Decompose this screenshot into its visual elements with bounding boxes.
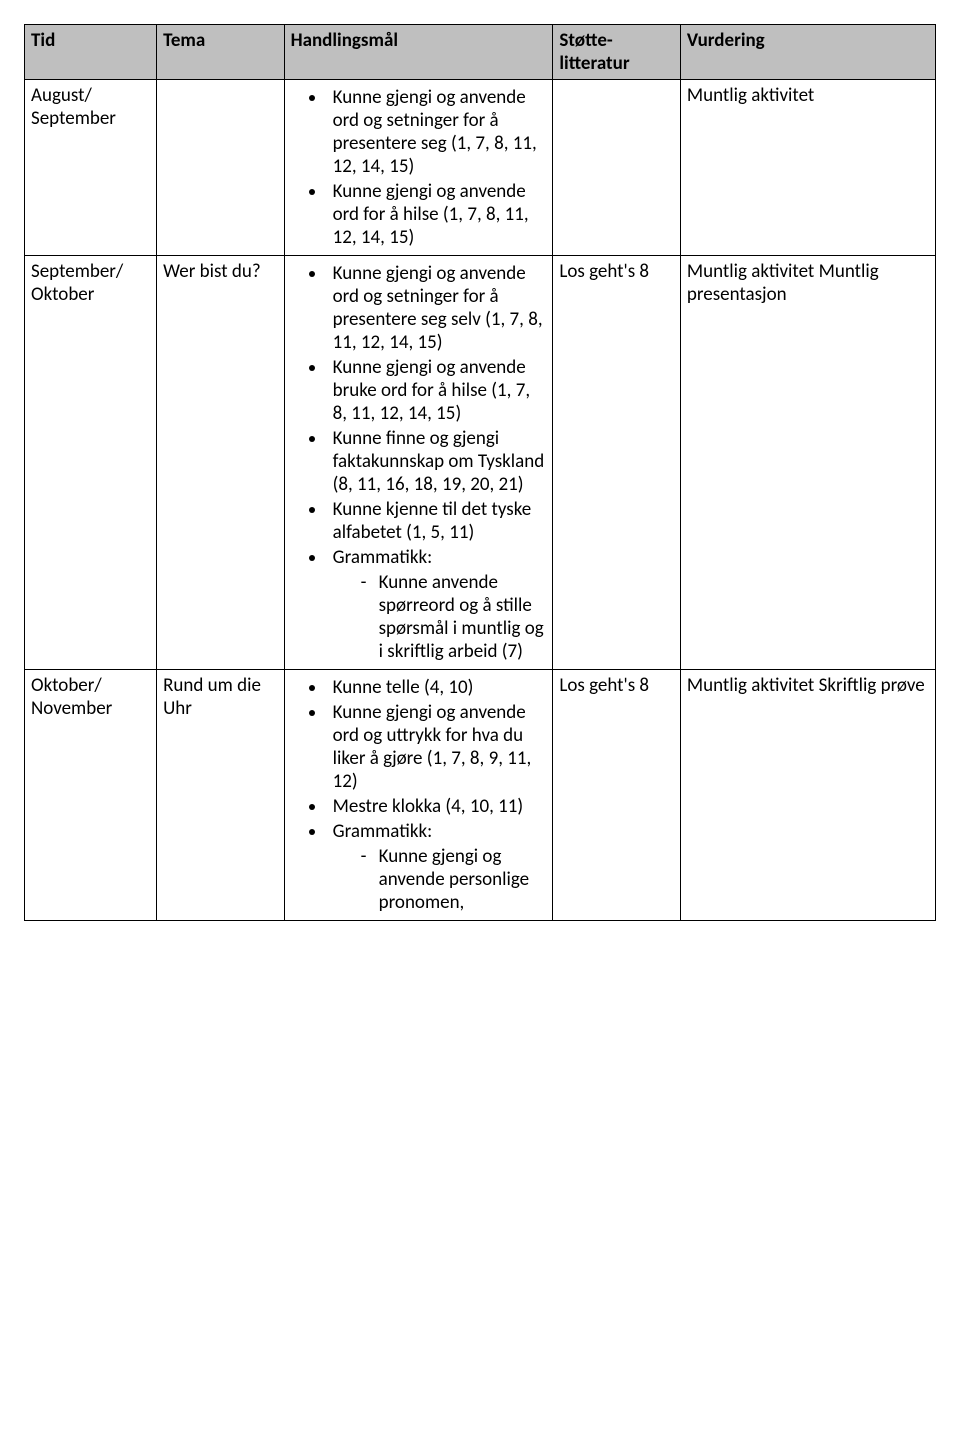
cell-stotte: Los geht's 8 <box>553 670 681 921</box>
cell-tid: September/ Oktober <box>25 256 157 670</box>
cell-handlingsmal: Kunne telle (4, 10)Kunne gjengi og anven… <box>284 670 553 921</box>
cell-stotte <box>553 80 681 256</box>
col-header-vurdering: Vurdering <box>680 25 935 80</box>
bullet-item: Kunne kjenne til det tyske alfabetet (1,… <box>327 498 547 544</box>
bullet-item: Kunne telle (4, 10) <box>327 676 547 699</box>
col-header-tid: Tid <box>25 25 157 80</box>
table-row: September/ OktoberWer bist du? Kunne gjen… <box>25 256 936 670</box>
cell-handlingsmal: Kunne gjengi og anvende ord og setninger… <box>284 256 553 670</box>
bullet-item: Kunne gjengi og anvende ord for å hilse … <box>327 180 547 249</box>
cell-vurdering: Muntlig aktivitet Skriftlig prøve <box>680 670 935 921</box>
bullet-item: Kunne finne og gjengi faktakunnskap om T… <box>327 427 547 496</box>
cell-tema: Wer bist du? <box>157 256 285 670</box>
curriculum-table: Tid Tema Handlingsmål Støtte-litteratur … <box>24 24 936 921</box>
bullet-item: Kunne gjengi og anvende bruke ord for å … <box>327 356 547 425</box>
sub-item: Kunne gjengi og anvende personlige prono… <box>361 845 547 914</box>
bullet-item: Grammatikk:Kunne anvende spørreord og å … <box>327 546 547 663</box>
bullet-item: Kunne gjengi og anvende ord og uttrykk f… <box>327 701 547 793</box>
table-body: August/ September Kunne gjengi og anvende… <box>25 80 936 921</box>
col-header-handlingsmal: Handlingsmål <box>284 25 553 80</box>
sub-item: Kunne anvende spørreord og å stille spør… <box>361 571 547 663</box>
table-row: Oktober/ NovemberRund um die UhrKunne te… <box>25 670 936 921</box>
header-row: Tid Tema Handlingsmål Støtte-litteratur … <box>25 25 936 80</box>
table-row: August/ September Kunne gjengi og anvende… <box>25 80 936 256</box>
cell-tema <box>157 80 285 256</box>
cell-tid: August/ September <box>25 80 157 256</box>
cell-vurdering: Muntlig aktivitet <box>680 80 935 256</box>
bullet-item: Mestre klokka (4, 10, 11) <box>327 795 547 818</box>
cell-vurdering: Muntlig aktivitet Muntlig presentasjon <box>680 256 935 670</box>
col-header-stotte: Støtte-litteratur <box>553 25 681 80</box>
cell-tema: Rund um die Uhr <box>157 670 285 921</box>
col-header-tema: Tema <box>157 25 285 80</box>
bullet-item: Grammatikk:Kunne gjengi og anvende perso… <box>327 820 547 914</box>
bullet-item: Kunne gjengi og anvende ord og setninger… <box>327 262 547 354</box>
cell-tid: Oktober/ November <box>25 670 157 921</box>
bullet-item: Kunne gjengi og anvende ord og setninger… <box>327 86 547 178</box>
cell-handlingsmal: Kunne gjengi og anvende ord og setninger… <box>284 80 553 256</box>
cell-stotte: Los geht's 8 <box>553 256 681 670</box>
